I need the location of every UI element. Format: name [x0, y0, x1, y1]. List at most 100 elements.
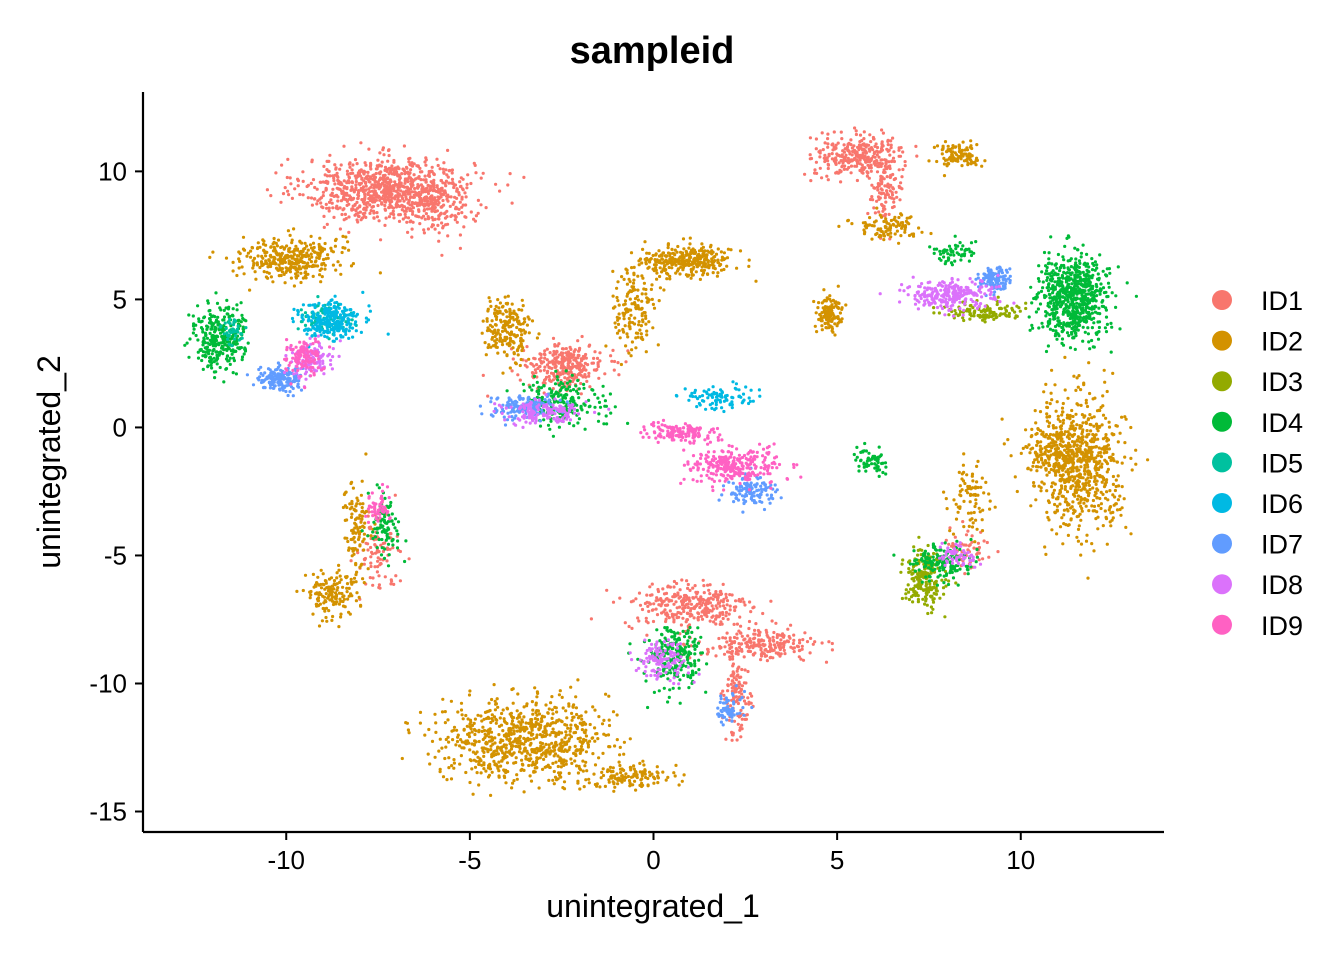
point	[490, 697, 494, 702]
point	[879, 192, 884, 196]
point	[545, 765, 549, 769]
point	[404, 195, 408, 199]
point	[390, 192, 394, 196]
point	[455, 728, 459, 732]
point	[891, 186, 895, 190]
point	[368, 211, 372, 215]
point	[901, 167, 905, 172]
point	[543, 356, 547, 360]
point	[670, 612, 674, 616]
point	[408, 156, 412, 160]
point	[401, 184, 405, 189]
point	[584, 728, 588, 732]
point	[582, 785, 586, 789]
point	[684, 594, 688, 598]
point	[1050, 493, 1055, 497]
point	[578, 739, 582, 744]
point	[623, 621, 627, 625]
point	[332, 215, 336, 219]
point	[682, 642, 686, 646]
point	[511, 357, 515, 361]
point	[580, 334, 584, 339]
point	[739, 708, 743, 713]
point	[768, 656, 772, 660]
point	[537, 786, 541, 790]
point	[476, 713, 480, 717]
point	[691, 267, 695, 271]
point	[834, 146, 838, 150]
point	[1052, 440, 1057, 444]
point	[497, 733, 501, 737]
point	[650, 582, 654, 586]
point	[964, 533, 969, 537]
point	[1091, 397, 1095, 401]
point	[721, 610, 725, 615]
point	[1049, 391, 1053, 395]
point	[1052, 488, 1056, 492]
point	[433, 210, 437, 214]
point	[1061, 494, 1065, 499]
point	[453, 183, 458, 187]
point	[1104, 517, 1109, 521]
point	[528, 743, 532, 747]
point	[723, 606, 727, 611]
point	[561, 786, 565, 790]
point	[445, 778, 449, 782]
point	[1049, 453, 1053, 457]
point	[309, 234, 313, 238]
point	[560, 358, 564, 362]
point	[1078, 472, 1082, 476]
point	[694, 270, 698, 274]
point	[515, 729, 520, 733]
point	[404, 215, 408, 219]
point	[318, 273, 322, 277]
point	[333, 244, 337, 248]
point	[759, 652, 764, 657]
point	[628, 781, 632, 785]
point	[390, 164, 394, 168]
point	[458, 200, 462, 204]
point	[311, 263, 315, 268]
point	[559, 351, 564, 355]
point	[601, 773, 606, 778]
point	[1104, 435, 1108, 440]
point	[746, 669, 750, 674]
point	[551, 353, 555, 357]
point	[492, 753, 496, 758]
point	[747, 619, 752, 624]
point	[888, 175, 892, 180]
point	[569, 347, 573, 351]
point	[666, 775, 670, 780]
point	[251, 266, 255, 270]
point	[655, 765, 659, 769]
point	[493, 749, 498, 753]
point	[496, 765, 500, 769]
point	[312, 245, 316, 250]
point	[246, 251, 250, 255]
point	[333, 238, 338, 243]
point	[327, 159, 331, 163]
point	[712, 620, 716, 624]
point	[644, 619, 649, 623]
point	[877, 155, 881, 159]
point	[682, 247, 686, 251]
point	[371, 177, 375, 181]
point	[617, 373, 621, 377]
point	[364, 163, 368, 167]
point	[554, 356, 558, 360]
point	[725, 256, 730, 260]
point	[285, 269, 289, 273]
point	[1120, 415, 1124, 419]
point	[737, 599, 741, 603]
point	[374, 193, 379, 197]
point	[460, 197, 464, 201]
point	[824, 660, 829, 664]
point	[688, 262, 692, 266]
point	[890, 196, 894, 200]
point	[350, 181, 355, 185]
point	[1050, 485, 1054, 489]
point	[322, 214, 326, 218]
point	[454, 205, 458, 209]
point	[240, 265, 244, 269]
point	[387, 215, 391, 219]
